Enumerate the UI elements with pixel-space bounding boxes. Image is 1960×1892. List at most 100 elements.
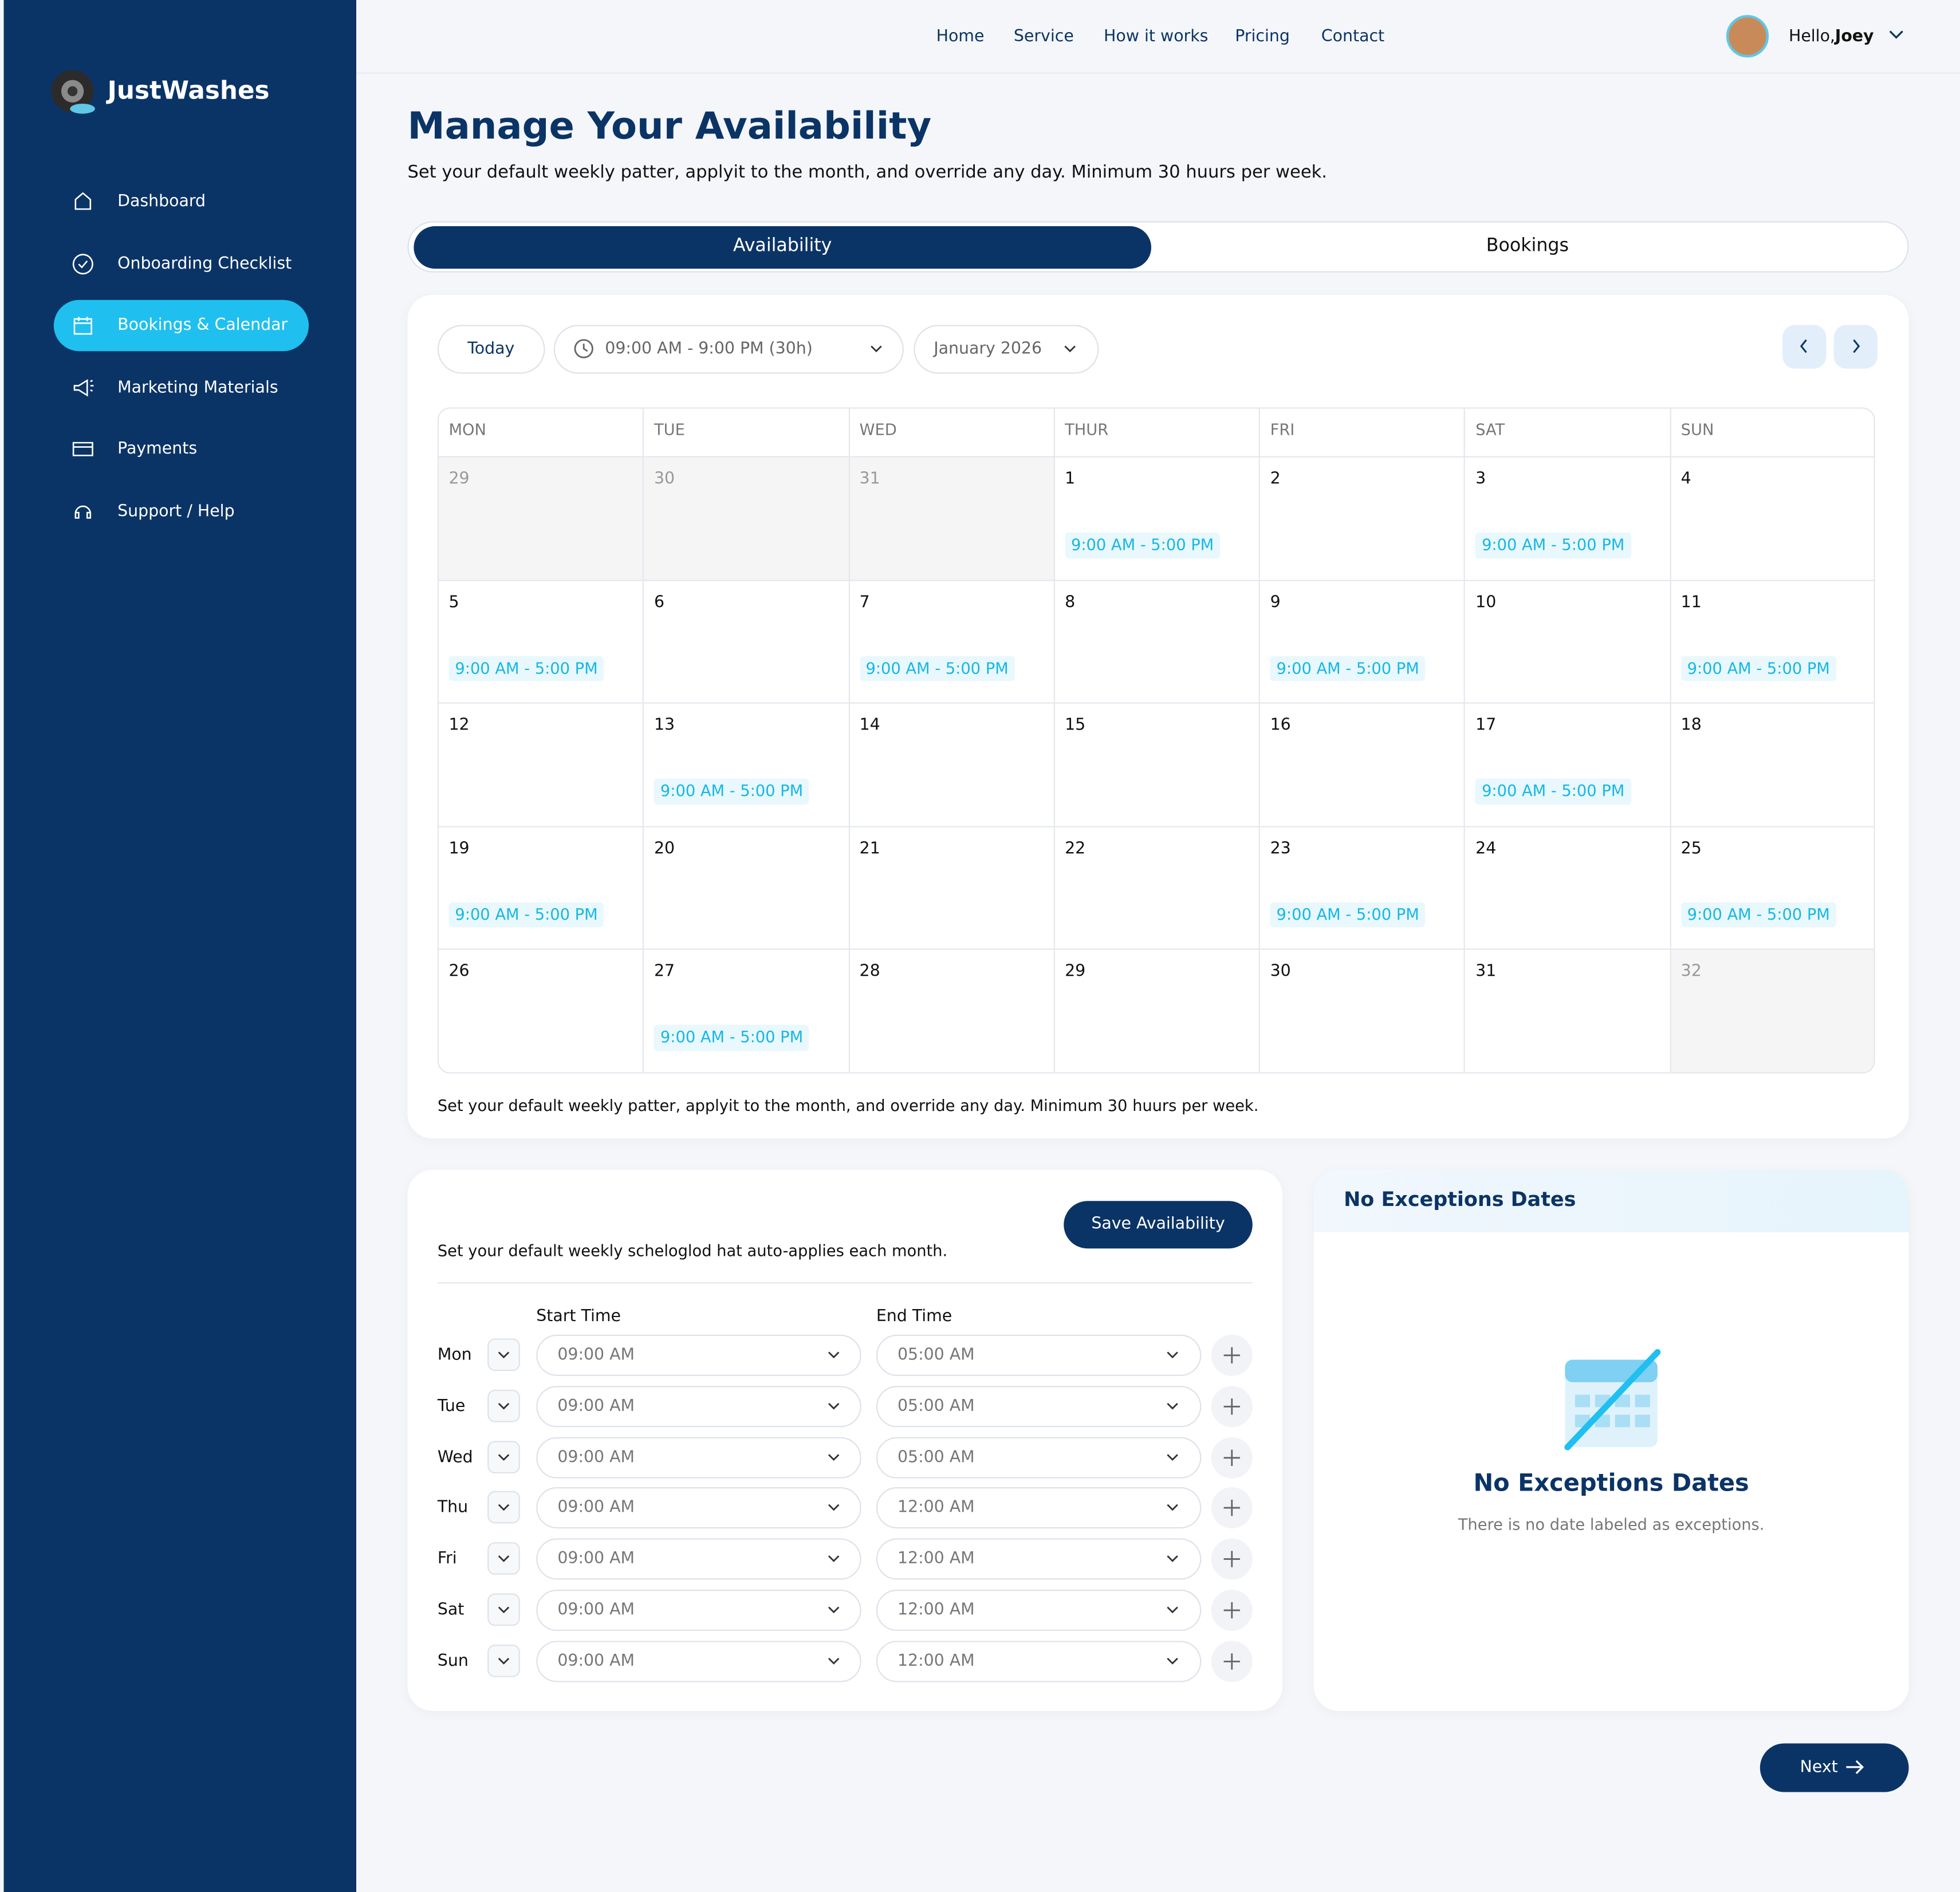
nav-link[interactable]: How it works bbox=[1104, 27, 1209, 46]
day-cell[interactable] bbox=[1054, 457, 1261, 581]
day-number: 20 bbox=[654, 839, 675, 858]
menu-item[interactable]: Support / Help bbox=[117, 502, 235, 522]
end-select[interactable] bbox=[876, 1436, 1202, 1478]
day-cell[interactable] bbox=[849, 827, 1055, 951]
day-cell[interactable] bbox=[439, 704, 644, 827]
time-slot[interactable]: 9:00 AM - 5:00 PM bbox=[1270, 902, 1426, 928]
time-slot[interactable]: 9:00 AM - 5:00 PM bbox=[654, 779, 810, 805]
active-item-bg[interactable] bbox=[53, 300, 309, 352]
chevron bbox=[1167, 1351, 1178, 1359]
day-cell[interactable] bbox=[439, 457, 644, 581]
avatar[interactable] bbox=[1726, 15, 1769, 58]
day-label: Tue bbox=[437, 1397, 466, 1416]
day-cell[interactable] bbox=[1260, 580, 1466, 704]
end-select[interactable] bbox=[876, 1487, 1202, 1529]
time-slot[interactable]: 9:00 AM - 5:00 PM bbox=[448, 902, 604, 928]
day-cell[interactable] bbox=[1054, 580, 1261, 704]
day-cell[interactable] bbox=[1260, 827, 1466, 951]
time-slot[interactable]: 9:00 AM - 5:00 PM bbox=[1680, 902, 1836, 928]
end-select[interactable] bbox=[876, 1538, 1202, 1580]
time-slot[interactable]: 9:00 AM - 5:00 PM bbox=[1475, 532, 1631, 558]
day-cell[interactable] bbox=[439, 827, 644, 951]
day-cell[interactable] bbox=[1671, 950, 1874, 1073]
day-cell[interactable] bbox=[1465, 580, 1671, 704]
time-slot[interactable]: 9:00 AM - 5:00 PM bbox=[1475, 779, 1631, 805]
day-cell[interactable] bbox=[849, 704, 1055, 827]
day-cell[interactable] bbox=[1260, 704, 1466, 827]
next-month-button[interactable] bbox=[1833, 325, 1878, 369]
nav-link[interactable]: Service bbox=[1013, 27, 1074, 46]
end-select[interactable] bbox=[876, 1385, 1202, 1427]
day-cell[interactable] bbox=[1671, 457, 1874, 581]
nav-link[interactable]: Pricing bbox=[1235, 27, 1290, 46]
tab[interactable]: Availability bbox=[733, 236, 832, 257]
time-slot[interactable]: 9:00 AM - 5:00 PM bbox=[1680, 655, 1836, 681]
start-select[interactable] bbox=[536, 1436, 861, 1478]
menu-item[interactable]: Marketing Materials bbox=[117, 378, 278, 397]
day-cell[interactable] bbox=[644, 457, 850, 581]
today-button[interactable] bbox=[437, 325, 545, 374]
menu-icon bbox=[72, 442, 93, 457]
start-select[interactable] bbox=[536, 1334, 861, 1376]
day-cell[interactable] bbox=[644, 950, 850, 1073]
exceptions-title: No Exceptions Dates bbox=[1473, 1469, 1749, 1497]
menu-item[interactable]: Bookings & Calendar bbox=[117, 316, 288, 336]
time-slot[interactable]: 9:00 AM - 5:00 PM bbox=[448, 655, 604, 681]
day-number: 32 bbox=[1680, 963, 1702, 982]
menu-item[interactable]: Dashboard bbox=[117, 192, 206, 211]
day-cell[interactable] bbox=[849, 580, 1055, 704]
day-cell[interactable] bbox=[1671, 580, 1874, 704]
day-cell[interactable] bbox=[1260, 950, 1466, 1073]
start-select[interactable] bbox=[536, 1590, 861, 1631]
prev-button[interactable] bbox=[1782, 325, 1827, 369]
user-name[interactable]: Joey bbox=[1835, 27, 1874, 46]
time-slot[interactable]: 9:00 AM - 5:00 PM bbox=[859, 655, 1015, 681]
toggle[interactable] bbox=[487, 1542, 520, 1575]
toggle[interactable] bbox=[487, 1491, 520, 1524]
time-select[interactable] bbox=[553, 325, 904, 374]
tab[interactable]: Bookings bbox=[1486, 236, 1569, 257]
day-cell[interactable] bbox=[849, 457, 1055, 581]
end-select[interactable] bbox=[876, 1590, 1202, 1631]
save-button[interactable] bbox=[1064, 1201, 1253, 1249]
day-number: 4 bbox=[1680, 470, 1691, 489]
start-select[interactable] bbox=[536, 1538, 861, 1580]
toggle[interactable] bbox=[487, 1338, 520, 1371]
end-select[interactable] bbox=[876, 1334, 1202, 1376]
menu-item[interactable]: Onboarding Checklist bbox=[117, 254, 292, 274]
time-slot[interactable]: 9:00 AM - 5:00 PM bbox=[654, 1025, 810, 1051]
day-cell[interactable] bbox=[644, 704, 850, 827]
toggle[interactable] bbox=[487, 1593, 520, 1626]
start-select[interactable] bbox=[536, 1385, 861, 1427]
day-cell[interactable] bbox=[644, 827, 850, 951]
day-cell[interactable] bbox=[1054, 950, 1261, 1073]
toggle[interactable] bbox=[487, 1440, 520, 1473]
toggle[interactable] bbox=[487, 1644, 520, 1677]
menu-icon bbox=[72, 253, 93, 274]
day-number: 21 bbox=[859, 839, 880, 858]
day-cell[interactable] bbox=[644, 580, 850, 704]
start-select[interactable] bbox=[536, 1641, 861, 1682]
time-slot[interactable]: 9:00 AM - 5:00 PM bbox=[1065, 532, 1221, 558]
nav-link[interactable]: Home bbox=[936, 27, 985, 46]
day-cell[interactable] bbox=[1054, 827, 1261, 951]
day-cell[interactable] bbox=[1671, 704, 1874, 827]
day-cell[interactable] bbox=[1465, 950, 1671, 1073]
end-select[interactable] bbox=[876, 1641, 1202, 1682]
next-button[interactable] bbox=[1760, 1743, 1909, 1792]
day-cell[interactable] bbox=[1260, 457, 1466, 581]
day-cell[interactable] bbox=[1465, 457, 1671, 581]
time-slot[interactable]: 9:00 AM - 5:00 PM bbox=[1270, 655, 1426, 681]
menu-item[interactable]: Payments bbox=[117, 440, 198, 459]
day-cell[interactable] bbox=[1671, 827, 1874, 951]
day-cell[interactable] bbox=[1054, 704, 1261, 827]
toggle[interactable] bbox=[487, 1389, 520, 1422]
nav-link[interactable]: Contact bbox=[1321, 27, 1385, 46]
day-cell[interactable] bbox=[439, 580, 644, 704]
day-cell[interactable] bbox=[1465, 704, 1671, 827]
day-cell[interactable] bbox=[439, 950, 644, 1073]
day-cell[interactable] bbox=[1465, 827, 1671, 951]
day-cell[interactable] bbox=[849, 950, 1055, 1073]
start-select[interactable] bbox=[536, 1487, 861, 1529]
active-tab-bg[interactable] bbox=[414, 226, 1151, 269]
